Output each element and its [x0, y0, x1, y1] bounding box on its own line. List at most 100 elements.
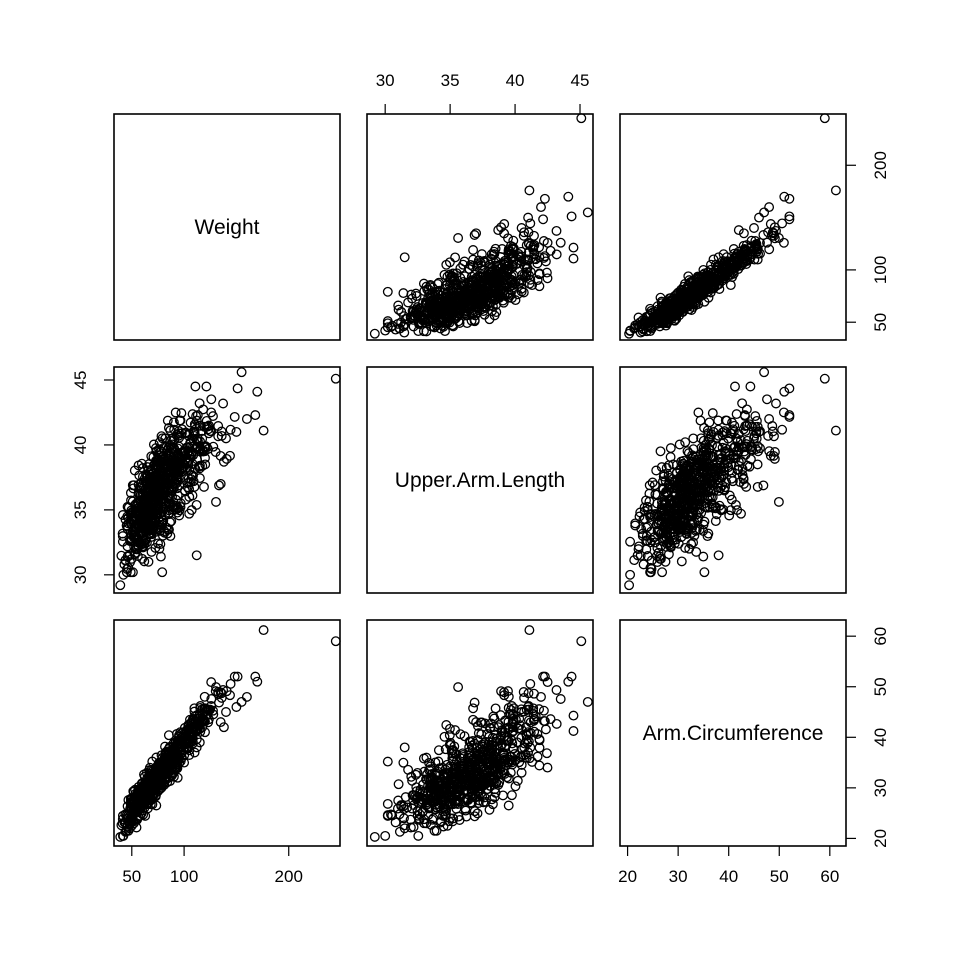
scatter-point — [514, 757, 525, 768]
scatter-point — [542, 762, 553, 773]
scatter-point — [467, 757, 478, 768]
scatter-point — [525, 678, 536, 689]
scatter-point — [636, 524, 647, 535]
scatter-point — [250, 410, 261, 421]
scatter-point — [151, 800, 162, 811]
scatter-point — [698, 285, 709, 296]
scatter-point — [147, 505, 158, 515]
scatter-point — [431, 302, 441, 313]
scatter-point — [538, 671, 549, 682]
scatter-point — [523, 688, 534, 699]
scatter-point — [414, 813, 424, 824]
scatter-point — [418, 795, 429, 806]
scatter-point — [751, 242, 762, 253]
scatter-point — [830, 185, 841, 196]
scatter-point — [153, 773, 164, 784]
scatter-point — [461, 794, 472, 805]
scatter-point — [443, 800, 454, 811]
scatter-point — [133, 460, 144, 471]
scatter-point — [707, 492, 718, 503]
scatter-point — [514, 713, 525, 724]
scatter-point — [190, 726, 201, 736]
scatter-point — [529, 230, 539, 241]
scatter-point — [444, 257, 455, 268]
panel-frame — [619, 113, 847, 341]
scatter-point — [172, 461, 182, 472]
scatter-point — [768, 450, 779, 461]
scatter-point — [496, 259, 507, 270]
scatter-point — [534, 281, 545, 292]
scatter-point — [215, 450, 226, 461]
scatter-point — [524, 185, 535, 196]
scatter-point — [741, 404, 752, 415]
scatter-point — [466, 301, 477, 312]
tick-label-arm-circumference: 20 — [618, 867, 637, 886]
scatter-point — [519, 227, 530, 238]
scatter-point — [713, 430, 724, 441]
scatter-point — [694, 504, 705, 515]
scatter-point — [415, 310, 426, 321]
scatter-point — [130, 800, 141, 811]
scatter-point — [166, 443, 177, 454]
scatter-point — [169, 742, 180, 753]
scatter-point — [750, 236, 761, 246]
scatter-point — [184, 453, 195, 464]
scatter-point — [411, 794, 422, 805]
scatter-point — [674, 439, 685, 450]
scatter-point — [539, 251, 550, 262]
scatter-point — [488, 250, 499, 261]
tick-label-weight: 50 — [122, 867, 141, 886]
scatter-point — [762, 237, 772, 248]
scatter-point — [516, 759, 527, 770]
scatter-point — [751, 444, 762, 455]
scatter-point — [447, 816, 458, 827]
panel-frame — [619, 366, 847, 594]
scatter-point — [519, 742, 530, 753]
scatter-point — [758, 480, 769, 491]
scatter-point — [178, 462, 189, 473]
scatter-point — [467, 285, 478, 296]
scatter-point — [464, 290, 475, 301]
scatter-point — [221, 453, 232, 464]
scatter-point — [830, 425, 841, 436]
scatter-point — [692, 461, 703, 471]
scatter-point — [746, 421, 757, 432]
scatter-point — [431, 825, 442, 836]
scatter-point — [646, 509, 657, 520]
scatter-point — [750, 411, 761, 422]
panel-3-3: Arm.Circumference — [619, 619, 847, 847]
scatter-point — [523, 270, 534, 281]
scatter-point — [487, 265, 498, 276]
scatter-point — [201, 381, 212, 392]
scatter-point — [469, 806, 480, 817]
panel-frame — [113, 366, 341, 594]
scatter-point — [555, 694, 566, 704]
scatter-point — [646, 305, 657, 316]
scatter-point — [719, 485, 730, 496]
scatter-point — [541, 267, 552, 278]
panel-frame — [366, 113, 594, 341]
scatter-point — [666, 483, 677, 494]
scatter-point — [645, 303, 656, 314]
scatter-point — [727, 476, 738, 487]
scatter-point — [525, 274, 536, 285]
scatter-point — [151, 752, 162, 763]
scatter-point — [779, 386, 790, 397]
scatter-point — [192, 710, 202, 721]
scatter-point — [777, 218, 788, 229]
scatter-point — [671, 534, 682, 545]
scatter-point — [669, 298, 679, 309]
scatter-point — [660, 531, 671, 542]
scatter-point — [163, 730, 174, 741]
scatter-point — [163, 422, 174, 433]
scatter-point — [527, 280, 538, 291]
scatter-point — [200, 716, 210, 727]
scatter-point — [152, 501, 163, 512]
scatter-point — [784, 411, 795, 422]
scatter-point — [443, 796, 454, 807]
tick-label-arm-circumference: 60 — [820, 867, 839, 886]
panel-3-1 — [113, 619, 341, 847]
scatter-point — [142, 483, 153, 494]
scatter-point — [155, 539, 166, 550]
